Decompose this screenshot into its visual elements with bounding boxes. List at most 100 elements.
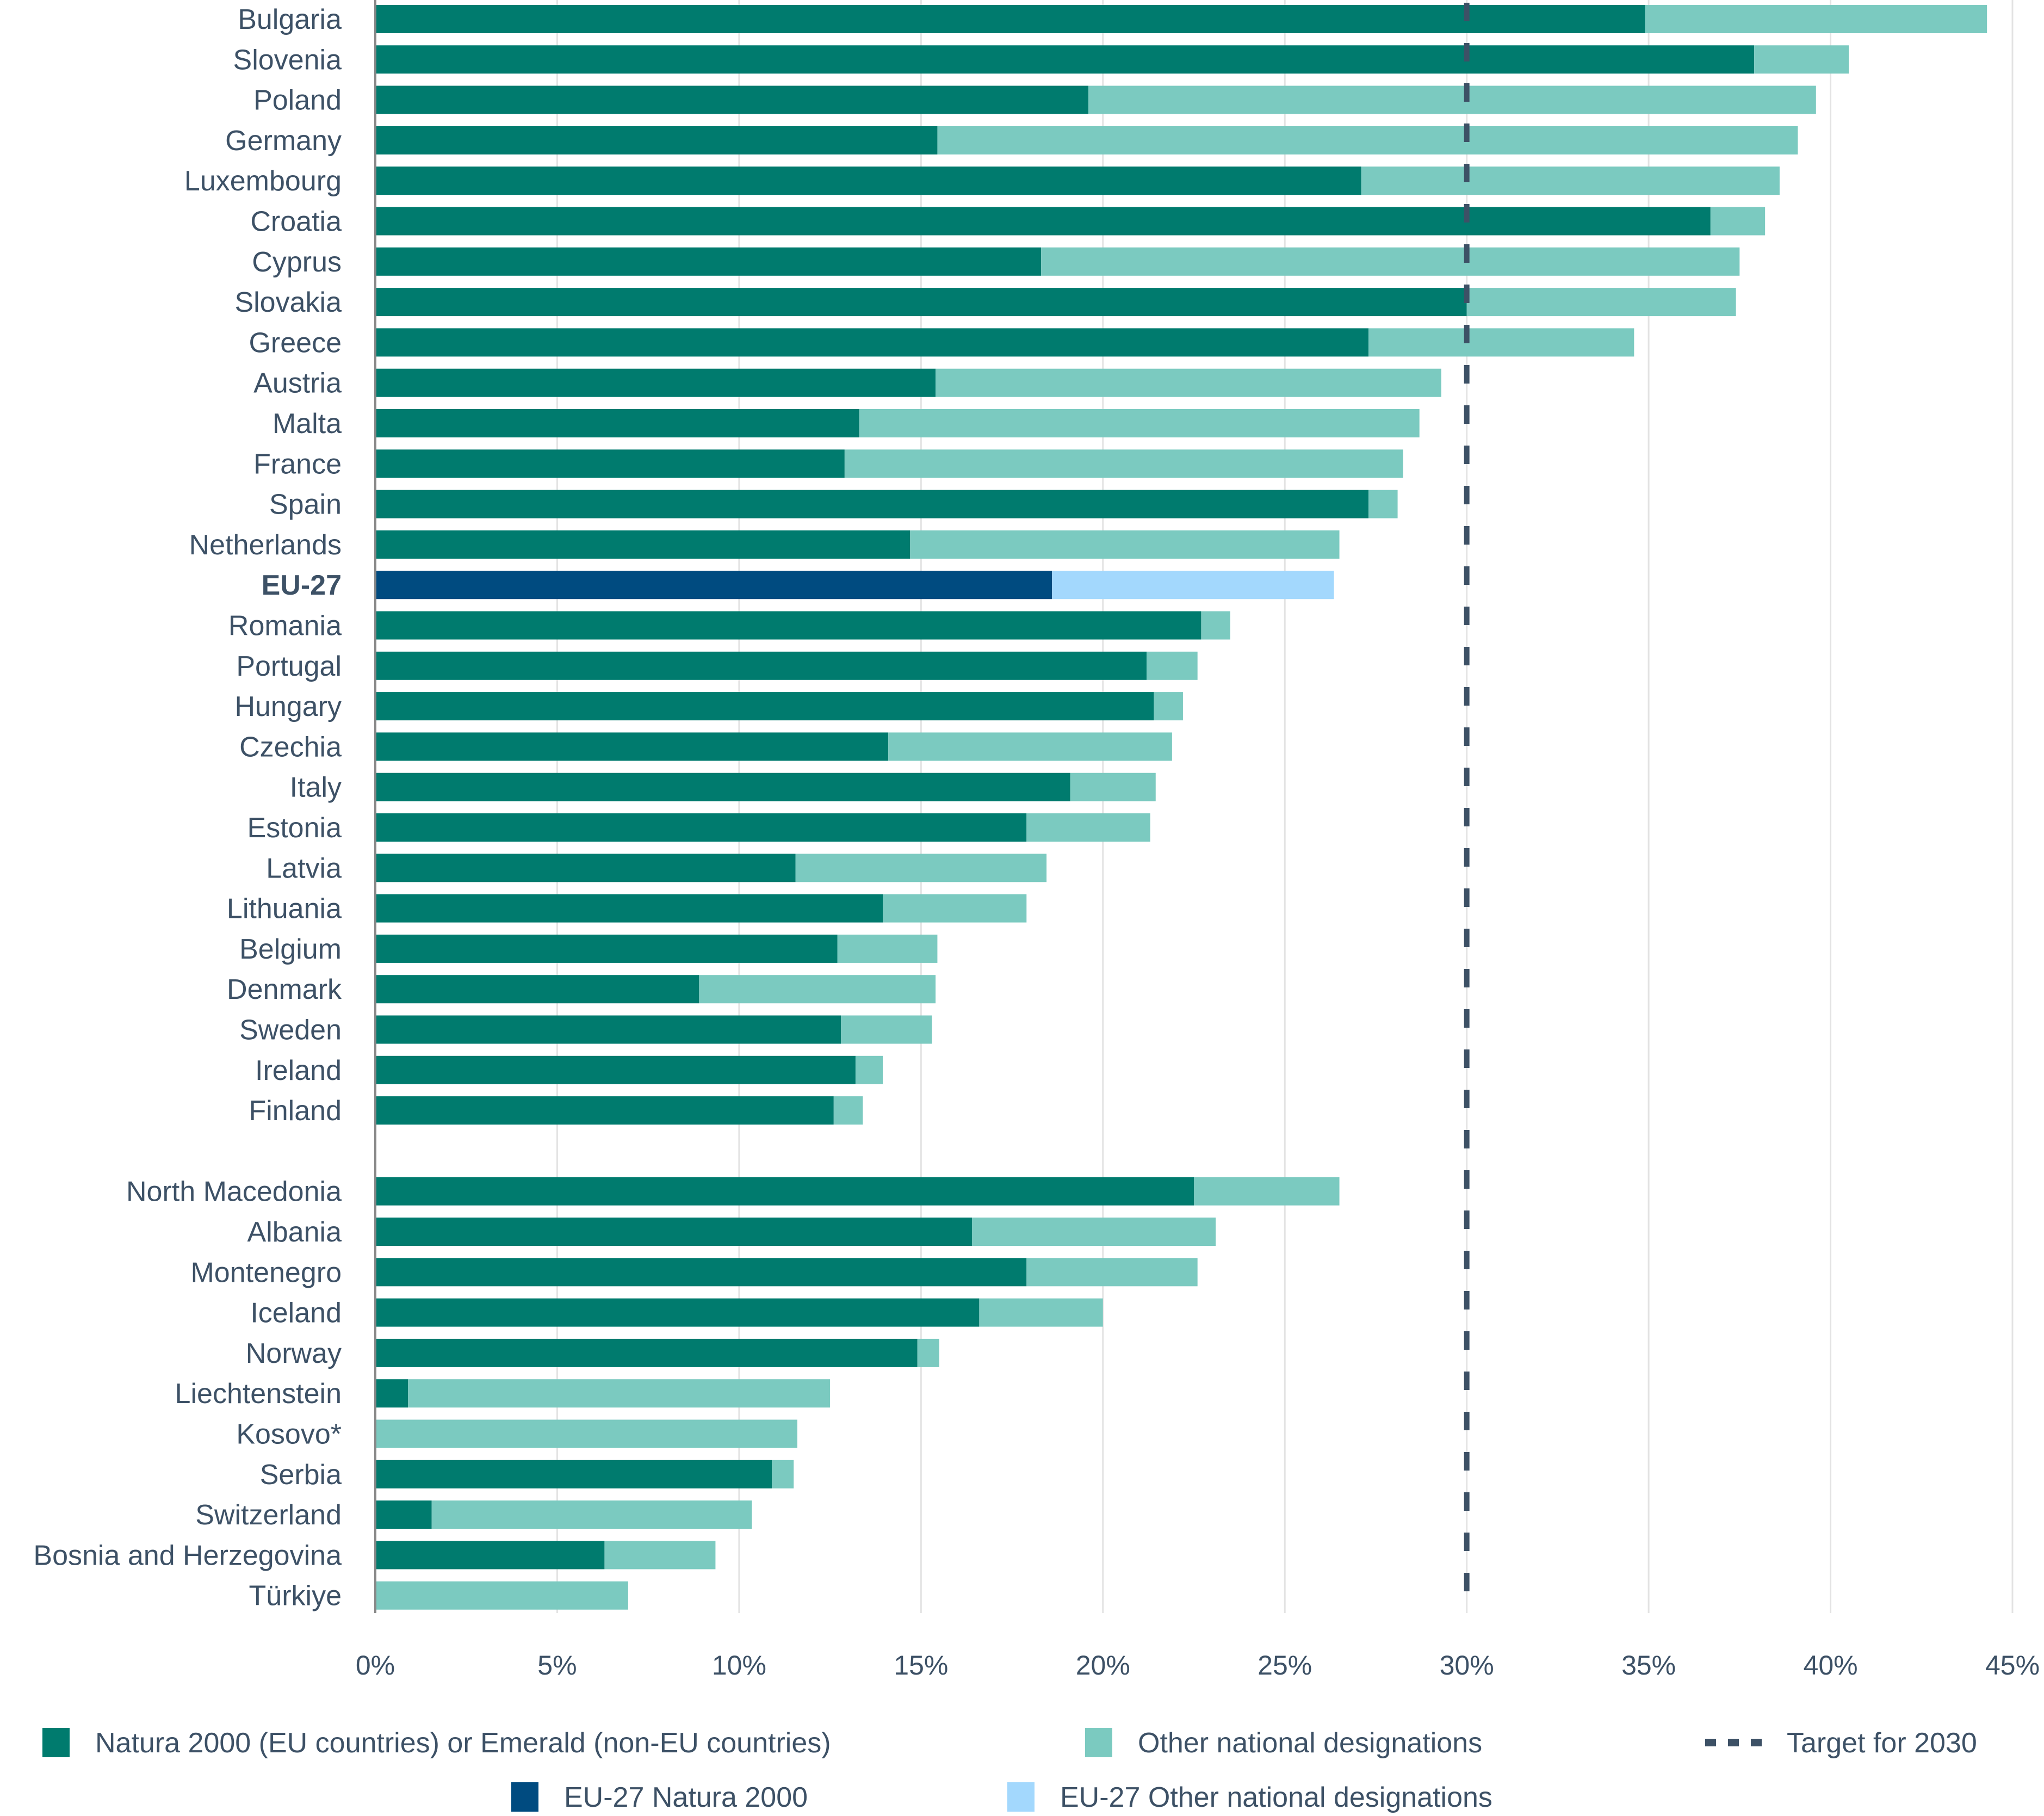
category-label: Belgium xyxy=(239,934,342,965)
category-label: Hungary xyxy=(234,691,342,722)
bar-natura-emerald xyxy=(375,1338,918,1367)
category-label: Switzerland xyxy=(195,1499,342,1531)
bar-row-ireland xyxy=(375,1055,883,1084)
category-label: Bosnia and Herzegovina xyxy=(33,1540,342,1571)
bar-other-national xyxy=(375,1581,628,1610)
bar-natura-emerald xyxy=(375,1460,772,1488)
category-label: Albania xyxy=(247,1216,342,1248)
category-label: Finland xyxy=(249,1095,342,1127)
bar-row-albania xyxy=(375,1218,1216,1246)
bar-other-national xyxy=(1754,45,1849,74)
bar-row-latvia xyxy=(375,854,1047,882)
bar-natura-emerald xyxy=(375,45,1755,74)
bar-natura-emerald xyxy=(375,1015,841,1044)
category-label: Cyprus xyxy=(252,246,342,278)
bar-natura-emerald xyxy=(375,490,1369,518)
legend-label: EU-27 Other national designations xyxy=(1060,1782,1492,1813)
bar-natura-emerald xyxy=(375,288,1467,317)
x-tick-label: 45% xyxy=(1985,1650,2040,1681)
bar-row-liechtenstein xyxy=(375,1379,831,1408)
x-tick-labels: 0% 5% 10% 15% 20% 25% 30% 35% 40% 45% xyxy=(356,1650,2040,1681)
legend-swatch-natura xyxy=(42,1728,70,1757)
x-tick-label: 30% xyxy=(1440,1650,1494,1681)
bar-other-national xyxy=(1194,1177,1340,1206)
bar-other-national xyxy=(888,732,1172,761)
category-label: Slovenia xyxy=(233,44,342,76)
bar-row-greece xyxy=(375,328,1634,357)
bar-other-national xyxy=(1154,692,1183,721)
bar-other-national xyxy=(1645,5,1987,33)
bar-natura-emerald xyxy=(375,166,1361,195)
bar-row-finland xyxy=(375,1096,863,1125)
x-tick-label: 20% xyxy=(1076,1650,1130,1681)
bar-natura-emerald xyxy=(375,813,1027,842)
category-labels: Bulgaria Slovenia Poland Germany Luxembourg C… xyxy=(33,4,342,1612)
category-label: Latvia xyxy=(266,853,342,884)
bar-other-national xyxy=(936,368,1441,397)
bar-other-national xyxy=(1041,247,1740,276)
bar-other-national xyxy=(1026,813,1150,842)
bar-row-italy xyxy=(375,773,1156,801)
category-label: Sweden xyxy=(239,1015,342,1046)
bar-natura-emerald xyxy=(375,207,1711,236)
category-label: Austria xyxy=(253,368,342,399)
category-label: Türkiye xyxy=(249,1580,342,1612)
bar-natura-emerald xyxy=(375,1096,834,1125)
bar-row-netherlands xyxy=(375,530,1340,559)
category-label: Spain xyxy=(269,489,342,521)
category-label: Denmark xyxy=(227,974,342,1005)
legend-item-natura: Natura 2000 (EU countries) or Emerald (n… xyxy=(42,1727,831,1759)
bar-row-spain xyxy=(375,490,1398,518)
legend-label: EU-27 Natura 2000 xyxy=(564,1782,808,1813)
bar-other-national xyxy=(408,1379,831,1408)
bar-row-montenegro xyxy=(375,1258,1198,1287)
bar-other-national xyxy=(833,1096,863,1125)
category-label: EU-27 xyxy=(262,570,342,601)
bar-other-national xyxy=(837,934,938,963)
bar-row-iceland xyxy=(375,1298,1103,1327)
category-label: Malta xyxy=(272,408,342,440)
bar-row-slovenia xyxy=(375,45,1849,74)
legend-swatch-eu-natura xyxy=(511,1782,538,1812)
bar-other-national xyxy=(910,530,1340,559)
bar-other-national xyxy=(971,1218,1216,1246)
bar-row-romania xyxy=(375,611,1230,640)
bar-natura-emerald xyxy=(375,1218,972,1246)
bar-row-kosovo- xyxy=(375,1419,797,1448)
bar-other-national xyxy=(1088,85,1816,114)
bar-other-national xyxy=(699,975,936,1004)
category-label: Liechtenstein xyxy=(175,1378,342,1410)
bar-row-serbia xyxy=(375,1460,794,1488)
category-label: Poland xyxy=(253,85,342,116)
bar-natura-emerald xyxy=(375,1055,856,1084)
category-label: Greece xyxy=(249,327,342,359)
bar-row-t-rkiye xyxy=(375,1581,628,1610)
bar-natura-emerald xyxy=(375,692,1154,721)
bar-other-national xyxy=(917,1338,939,1367)
bar-natura-emerald xyxy=(375,85,1089,114)
bar-row-portugal xyxy=(375,651,1198,680)
bar-row-estonia xyxy=(375,813,1150,842)
legend-item-eu-natura: EU-27 Natura 2000 xyxy=(511,1782,808,1813)
bar-row-slovakia xyxy=(375,288,1736,317)
bar-natura-emerald xyxy=(375,1541,605,1570)
x-tick-label: 5% xyxy=(537,1650,577,1681)
bar-other-national xyxy=(979,1298,1103,1327)
bar-row-france xyxy=(375,449,1403,478)
legend-item-other: Other national designations xyxy=(1085,1727,1482,1759)
legend-swatch-other xyxy=(1085,1728,1112,1757)
bar-other-national xyxy=(431,1500,752,1529)
bar-natura-emerald xyxy=(375,651,1147,680)
bar-natura-emerald xyxy=(375,328,1369,357)
bar-row-czechia xyxy=(375,732,1172,761)
bar-row-norway xyxy=(375,1338,939,1367)
x-tick-label: 40% xyxy=(1804,1650,1858,1681)
bar-other-national xyxy=(1361,166,1780,195)
category-label: Czechia xyxy=(239,731,342,763)
bar-other-national xyxy=(1368,490,1398,518)
x-tick-label: 0% xyxy=(356,1650,395,1681)
category-label: Slovakia xyxy=(234,287,342,318)
category-label: Romania xyxy=(228,610,342,642)
category-label: Germany xyxy=(225,125,342,157)
bar-other-national xyxy=(841,1015,932,1044)
